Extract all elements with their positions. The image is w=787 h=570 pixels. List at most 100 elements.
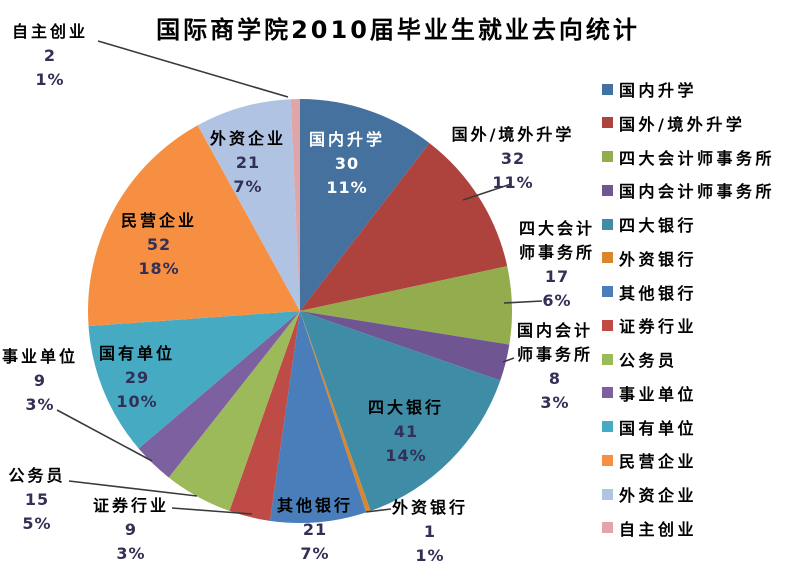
slice-label-name: 国外/境外升学 [451,125,575,144]
slice-label-value: 52 [146,235,172,254]
slice-label-value: 21 [235,153,261,172]
slice-label-pct: 11% [492,173,534,192]
slice-label-外资银行: 外资银行 1 1% [392,496,468,568]
slice-label-pct: 10% [116,392,158,411]
slice-label-国外/境外升学: 国外/境外升学 32 11% [452,123,575,195]
legend-swatch-icon [602,184,613,196]
legend-swatch-icon [602,421,613,432]
slice-label-name: 证券行业 [92,496,170,515]
legend-swatch-icon [602,522,613,534]
slice-label-国有单位: 国有单位 29 10% [99,342,175,414]
leader-line-证券行业 [171,507,253,515]
slice-label-name: 四大会计师事务所 [518,219,595,262]
legend-swatch-icon [602,151,613,162]
slice-label-value: 9 [33,371,47,390]
slice-label-pct: 7% [300,544,330,563]
slice-label-value: 1 [423,522,437,541]
pie-slice-证券行业 [229,311,300,521]
pie-slice-公务员 [168,311,300,511]
slice-label-name: 国内升学 [308,130,386,149]
legend-item-外资银行: 外资银行 [602,247,697,269]
legend-label: 事业单位 [619,384,698,404]
slice-label-pct: 3% [540,393,570,412]
legend-item-国外/境外升学: 国外/境外升学 [602,112,745,134]
legend-label: 其他银行 [619,283,698,303]
slice-label-国内会计师事务所: 国内会计师事务所 8 3% [514,319,596,415]
legend-swatch-icon [602,319,613,331]
leader-line-四大会计师事务所 [503,300,543,304]
slice-label-name: 自主创业 [11,22,89,41]
slice-label-民营企业: 民营企业 52 18% [121,209,197,281]
legend-label: 民营企业 [619,452,698,472]
legend-label: 证券行业 [619,317,698,337]
slice-label-pct: 1% [415,546,445,565]
legend-item-国内会计师事务所: 国内会计师事务所 [602,179,775,201]
legend-label: 国内会计师事务所 [619,182,776,202]
pie-slice-四大银行 [300,311,501,511]
slice-label-pct: 6% [542,291,572,310]
legend-label: 四大会计师事务所 [619,148,776,168]
legend-swatch-icon [602,117,613,129]
slice-label-pct: 18% [138,259,180,278]
legend-item-国有单位: 国有单位 [602,416,697,438]
slice-label-value: 32 [500,149,526,168]
slice-label-name: 国有单位 [98,344,176,363]
slice-label-value: 9 [124,520,138,539]
pie-slice-其他银行 [269,311,367,524]
legend-label: 外资银行 [619,249,698,269]
pie-slice-国有单位 [88,311,300,449]
legend-item-事业单位: 事业单位 [602,382,697,404]
slice-label-外资企业: 外资企业 21 7% [210,127,286,199]
pie-slice-民营企业 [88,125,300,327]
legend-item-自主创业: 自主创业 [602,517,697,539]
slice-label-name: 外资企业 [209,129,287,148]
legend-swatch-icon [602,488,613,500]
legend-swatch-icon [602,252,613,264]
legend-label: 外资企业 [619,486,698,505]
legend-label: 四大银行 [619,216,698,235]
slice-label-pct: 7% [233,177,263,196]
pie-slice-国内会计师事务所 [300,311,510,381]
leader-line-外资银行 [365,508,392,513]
legend-item-四大银行: 四大银行 [602,213,697,235]
slice-label-公务员: 公务员 15 5% [8,464,65,536]
slice-label-pct: 11% [326,178,368,197]
slice-label-国内升学: 国内升学 30 11% [309,128,385,200]
legend-label: 公务员 [619,351,678,370]
slice-label-name: 事业单位 [1,347,79,366]
slice-label-name: 民营企业 [120,211,198,230]
slice-label-value: 2 [43,46,57,65]
slice-label-事业单位: 事业单位 9 3% [2,345,78,417]
slice-label-name: 国内会计师事务所 [516,321,593,364]
slice-label-name: 外资银行 [391,498,469,517]
leader-line-国外/境外升学 [462,183,512,201]
slice-label-value: 21 [302,520,328,539]
slice-label-四大银行: 四大银行 41 14% [368,396,444,468]
slice-label-value: 29 [124,368,150,387]
pie-slice-外资企业 [197,99,300,311]
leader-line-事业单位 [56,409,153,462]
pie-slice-自主创业 [290,98,300,311]
leader-line-公务员 [68,480,198,497]
slice-label-name: 其他银行 [276,496,354,515]
slice-label-证券行业: 证券行业 9 3% [93,494,169,566]
legend-swatch-icon [602,387,613,399]
legend-swatch-icon [602,83,613,95]
slice-label-pct: 1% [35,70,65,89]
slice-label-value: 17 [544,267,570,286]
legend-label: 国内升学 [619,81,698,100]
slice-label-value: 30 [334,154,360,173]
slice-label-value: 15 [24,490,50,509]
slice-label-value: 41 [393,422,419,441]
legend-swatch-icon [602,286,613,297]
slice-label-value: 8 [548,369,562,388]
slice-label-pct: 3% [116,544,146,563]
chart-title: 国际商学院2010届毕业生就业去向统计 [156,16,640,44]
legend-swatch-icon [602,353,613,365]
legend-label: 国外/境外升学 [619,114,746,134]
legend-swatch-icon [602,454,613,466]
slice-label-自主创业: 自主创业 2 1% [12,20,88,92]
pie-slice-四大会计师事务所 [300,266,513,345]
legend-item-四大会计师事务所: 四大会计师事务所 [602,146,775,168]
